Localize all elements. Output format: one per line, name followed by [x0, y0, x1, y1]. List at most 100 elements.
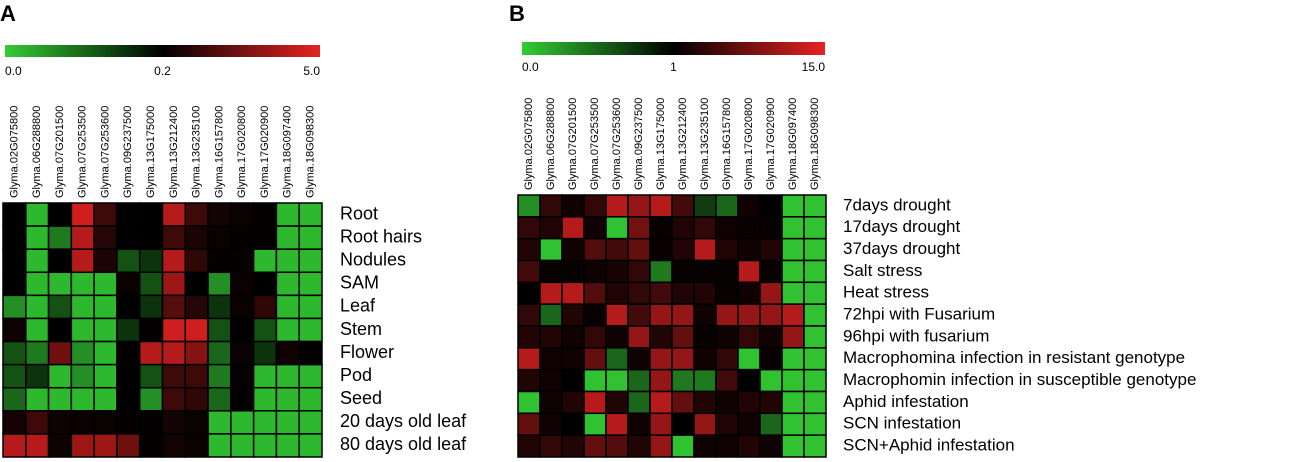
- heatmap-cell: [184, 202, 209, 227]
- heatmap-cell: [25, 386, 50, 412]
- heatmap-cell: [47, 225, 73, 250]
- heatmap-cell: [693, 237, 717, 262]
- heatmap-cell: [298, 317, 323, 343]
- heatmap-cell: [561, 434, 585, 458]
- heatmap-cell: [230, 433, 255, 458]
- heatmap-cell: [25, 294, 50, 320]
- heatmap-cell: [649, 194, 673, 218]
- heatmap-cell: [561, 259, 585, 284]
- heatmap-cell: [116, 340, 141, 366]
- heatmap-cell: [627, 216, 651, 240]
- heatmap-cell: [517, 368, 541, 393]
- colorbar: [522, 42, 825, 55]
- heatmap-cell: [693, 390, 717, 415]
- heatmap-cell: [781, 390, 805, 415]
- gene-label: Glyma.18G097400: [282, 106, 294, 198]
- heatmap-cell: [583, 281, 607, 305]
- heatmap-cell: [230, 386, 255, 412]
- heatmap-cell: [116, 386, 141, 412]
- heatmap-cell: [230, 225, 255, 250]
- colorbar-tick-label: 1: [670, 60, 677, 74]
- heatmap-cell: [2, 202, 27, 227]
- heatmap-cell: [138, 317, 164, 343]
- heatmap-cell: [207, 225, 232, 250]
- heatmap-cell: [605, 347, 629, 371]
- heatmap-cell: [70, 433, 95, 458]
- heatmap-cell: [230, 202, 255, 227]
- heatmap-cell: [2, 410, 27, 435]
- heatmap-cell: [184, 248, 209, 274]
- heatmap-cell: [605, 259, 629, 284]
- heatmap-cell: [627, 237, 651, 262]
- heatmap-cell: [517, 412, 541, 436]
- heatmap-cell: [70, 271, 95, 297]
- heatmap-cell: [561, 347, 585, 371]
- heatmap-cell: [138, 410, 164, 435]
- heatmap-cell: [252, 248, 278, 274]
- gene-label: Glyma.09G237500: [633, 98, 645, 190]
- gene-label: Glyma.13G175000: [655, 98, 667, 190]
- heatmap-cell: [138, 202, 164, 227]
- heatmap-cell: [25, 225, 50, 250]
- gene-label: Glyma.07G253600: [611, 98, 623, 190]
- heatmap-cell: [583, 390, 607, 415]
- heatmap-cell: [161, 340, 187, 366]
- heatmap-cell: [759, 259, 783, 284]
- heatmap-cell: [184, 225, 209, 250]
- heatmap-cell: [25, 271, 50, 297]
- panel-label: A: [0, 1, 16, 26]
- heatmap-cell: [583, 368, 607, 393]
- heatmap-cell: [275, 202, 300, 227]
- heatmap-cell: [737, 412, 761, 436]
- heatmap-cell: [25, 202, 50, 227]
- heatmap-cell: [184, 294, 209, 320]
- heatmap-cell: [93, 410, 118, 435]
- heatmap-cell: [25, 248, 50, 274]
- heatmap-cell: [605, 303, 629, 327]
- heatmap-cell: [781, 303, 805, 327]
- heatmap-cell: [539, 390, 563, 415]
- condition-label: 72hpi with Fusarium: [843, 305, 995, 324]
- condition-label: 17days drought: [843, 217, 960, 236]
- heatmap-cell: [715, 303, 739, 327]
- heatmap-cell: [70, 363, 95, 389]
- heatmap-cell: [605, 412, 629, 436]
- heatmap-cell: [184, 340, 209, 366]
- heatmap-cell: [25, 317, 50, 343]
- colorbar: [5, 45, 320, 57]
- heatmap-cell: [693, 434, 717, 458]
- heatmap-cell: [671, 412, 695, 436]
- heatmap-cell: [693, 281, 717, 305]
- heatmap-cell: [161, 248, 187, 274]
- heatmap-cell: [116, 410, 141, 435]
- heatmap-cell: [781, 412, 805, 436]
- colorbar-tick-label: 15.0: [802, 60, 826, 74]
- heatmap-cell: [539, 281, 563, 305]
- condition-label: SCN infestation: [843, 414, 961, 433]
- heatmap-cell: [298, 386, 323, 412]
- heatmap-cell: [649, 259, 673, 284]
- heatmap-cell: [138, 340, 164, 366]
- heatmap-cell: [207, 271, 232, 297]
- heatmap-cell: [298, 248, 323, 274]
- heatmap-cell: [693, 347, 717, 371]
- heatmap-cell: [47, 271, 73, 297]
- heatmap-cell: [298, 340, 323, 366]
- heatmap-cell: [2, 248, 27, 274]
- heatmap-cell: [715, 216, 739, 240]
- heatmap-cell: [605, 434, 629, 458]
- heatmap-cell: [47, 410, 73, 435]
- heatmap-cell: [161, 225, 187, 250]
- heatmap-cell: [715, 347, 739, 371]
- heatmap-cell: [298, 225, 323, 250]
- heatmap-cell: [207, 317, 232, 343]
- heatmap-cell: [252, 294, 278, 320]
- heatmap-cell: [184, 410, 209, 435]
- heatmap-cell: [737, 281, 761, 305]
- heatmap-cell: [539, 237, 563, 262]
- panel-label: B: [509, 1, 525, 26]
- heatmap-cell: [93, 225, 118, 250]
- heatmap-cell: [207, 363, 232, 389]
- gene-label: Glyma.17G020900: [765, 98, 777, 190]
- heatmap-cell: [298, 271, 323, 297]
